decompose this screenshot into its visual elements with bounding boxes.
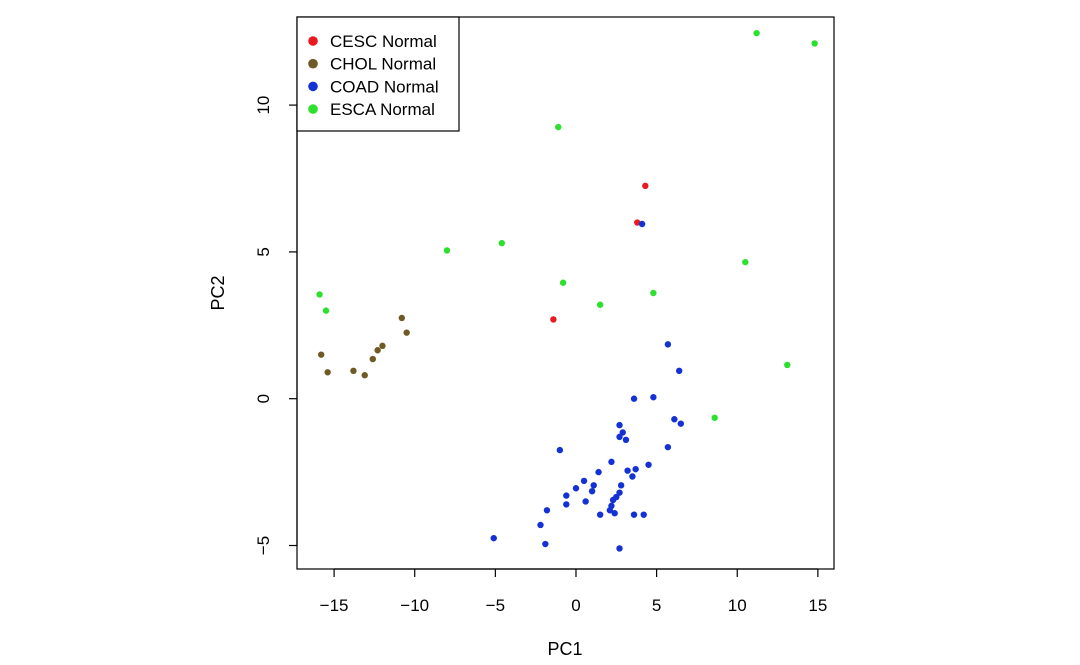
legend-label-cesc-normal: CESC Normal bbox=[330, 32, 437, 51]
x-tick-label: −5 bbox=[486, 596, 505, 615]
point-esca-normal bbox=[811, 40, 818, 47]
point-coad-normal bbox=[630, 511, 638, 518]
legend-marker-cesc-normal bbox=[308, 36, 318, 46]
point-coad-normal bbox=[543, 507, 551, 514]
legend-label-chol-normal: CHOL Normal bbox=[330, 55, 436, 74]
point-chol-normal bbox=[374, 347, 381, 354]
point-coad-normal bbox=[563, 492, 570, 499]
point-coad-normal bbox=[616, 545, 623, 552]
point-chol-normal bbox=[398, 314, 406, 322]
legend-label-coad-normal: COAD Normal bbox=[330, 77, 439, 96]
point-coad-normal bbox=[588, 487, 596, 495]
point-coad-normal bbox=[572, 485, 580, 492]
point-coad-normal bbox=[640, 511, 647, 518]
point-esca-normal bbox=[784, 361, 791, 369]
point-coad-normal bbox=[671, 416, 678, 423]
x-tick-label: −10 bbox=[400, 596, 429, 615]
point-chol-normal bbox=[350, 367, 357, 375]
legend-label-esca-normal: ESCA Normal bbox=[330, 100, 435, 119]
point-coad-normal bbox=[675, 367, 683, 375]
y-tick-label: 5 bbox=[254, 247, 273, 256]
point-coad-normal bbox=[556, 446, 564, 454]
point-esca-normal bbox=[742, 258, 749, 266]
point-esca-normal bbox=[316, 291, 323, 298]
point-coad-normal bbox=[542, 540, 549, 548]
point-coad-normal bbox=[606, 507, 614, 514]
point-chol-normal bbox=[403, 329, 410, 336]
y-axis-title: PC2 bbox=[208, 275, 228, 310]
point-coad-normal bbox=[617, 482, 625, 489]
point-chol-normal bbox=[361, 372, 368, 379]
point-esca-normal bbox=[559, 279, 567, 286]
point-coad-normal bbox=[619, 429, 626, 436]
point-coad-normal bbox=[596, 511, 604, 518]
y-tick-label: 0 bbox=[254, 394, 273, 403]
point-esca-normal bbox=[753, 29, 760, 37]
point-coad-normal bbox=[595, 468, 602, 476]
x-tick-label: 10 bbox=[728, 596, 747, 615]
legend-marker-coad-normal bbox=[308, 81, 318, 92]
point-coad-normal bbox=[638, 220, 646, 228]
point-coad-normal bbox=[629, 473, 636, 480]
legend-box bbox=[296, 16, 460, 132]
point-coad-normal bbox=[611, 510, 618, 517]
point-coad-normal bbox=[622, 436, 630, 444]
point-cesc-normal bbox=[634, 219, 641, 226]
point-esca-normal bbox=[650, 289, 657, 297]
point-esca-normal bbox=[498, 239, 506, 247]
point-coad-normal bbox=[580, 477, 588, 485]
legend-marker-chol-normal bbox=[308, 58, 318, 69]
point-esca-normal bbox=[596, 301, 604, 308]
y-axis: −5 0 5 10 bbox=[254, 96, 298, 555]
point-esca-normal bbox=[555, 123, 562, 131]
x-tick-label: 5 bbox=[652, 596, 661, 615]
point-coad-normal bbox=[490, 534, 497, 542]
x-axis-title: PC1 bbox=[547, 639, 582, 659]
point-coad-normal bbox=[624, 467, 631, 474]
x-tick-label: −15 bbox=[320, 596, 349, 615]
point-coad-normal bbox=[677, 420, 685, 427]
legend: CESC Normal CHOL Normal COAD Normal ESCA No… bbox=[296, 16, 460, 132]
point-coad-normal bbox=[630, 395, 638, 402]
point-coad-normal bbox=[616, 489, 623, 496]
point-coad-normal bbox=[563, 501, 570, 508]
point-chol-normal bbox=[379, 342, 386, 350]
point-chol-normal bbox=[324, 369, 331, 376]
y-tick-label: −5 bbox=[254, 536, 273, 555]
point-esca-normal bbox=[711, 414, 718, 421]
point-coad-normal bbox=[664, 341, 672, 348]
point-chol-normal bbox=[317, 351, 325, 358]
x-tick-label: 0 bbox=[571, 596, 580, 615]
y-tick-label: 10 bbox=[254, 96, 273, 115]
legend-marker-esca-normal bbox=[308, 104, 318, 114]
point-cesc-normal bbox=[550, 316, 557, 323]
x-axis: −15 −10 −5 0 5 10 15 bbox=[320, 568, 827, 615]
point-esca-normal bbox=[443, 247, 451, 254]
point-coad-normal bbox=[650, 394, 657, 401]
point-chol-normal bbox=[369, 355, 376, 363]
point-esca-normal bbox=[322, 307, 330, 314]
data-points bbox=[316, 29, 818, 552]
point-coad-normal bbox=[616, 421, 623, 429]
point-coad-normal bbox=[608, 458, 615, 466]
point-coad-normal bbox=[537, 521, 544, 529]
point-coad-normal bbox=[616, 433, 623, 441]
point-coad-normal bbox=[632, 465, 639, 473]
point-coad-normal bbox=[645, 461, 652, 468]
point-coad-normal bbox=[582, 498, 589, 505]
point-cesc-normal bbox=[642, 182, 649, 190]
point-coad-normal bbox=[664, 443, 672, 451]
x-tick-label: 15 bbox=[808, 596, 827, 615]
point-coad-normal bbox=[590, 482, 597, 489]
point-coad-normal bbox=[609, 496, 617, 504]
